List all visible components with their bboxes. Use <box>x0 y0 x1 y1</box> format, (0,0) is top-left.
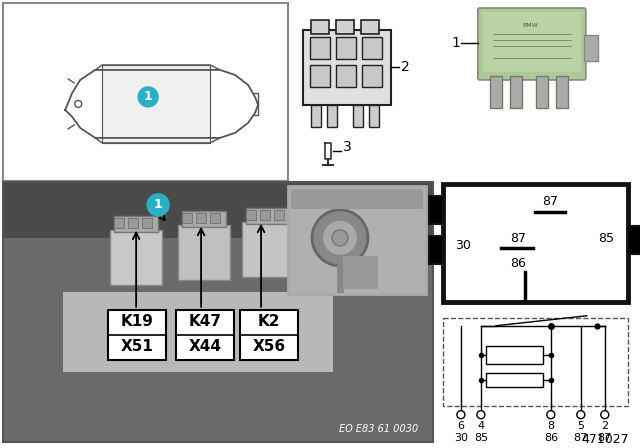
Text: 30: 30 <box>454 433 468 443</box>
Polygon shape <box>65 70 258 138</box>
Text: 87: 87 <box>573 433 588 443</box>
Text: 85: 85 <box>474 433 488 443</box>
Bar <box>510 76 522 108</box>
Text: 86: 86 <box>544 433 558 443</box>
Bar <box>486 373 543 387</box>
Polygon shape <box>102 65 210 143</box>
Bar <box>260 210 270 220</box>
Circle shape <box>75 100 82 108</box>
Bar <box>246 210 256 220</box>
Bar <box>3 3 288 181</box>
Bar <box>128 218 138 228</box>
Text: 1: 1 <box>144 90 152 103</box>
Bar <box>443 318 628 406</box>
Bar <box>274 210 284 220</box>
Bar <box>114 218 124 228</box>
Text: 2: 2 <box>601 421 609 431</box>
Bar <box>429 236 443 264</box>
Bar <box>108 310 166 360</box>
Bar <box>310 37 330 59</box>
Bar <box>178 225 230 280</box>
Bar <box>556 76 568 108</box>
Bar <box>240 310 298 360</box>
Bar <box>336 37 356 59</box>
Text: X44: X44 <box>189 339 221 354</box>
Bar <box>362 65 382 87</box>
Text: 86: 86 <box>510 257 526 270</box>
Bar <box>210 213 220 223</box>
Bar <box>361 20 379 34</box>
Text: 1: 1 <box>154 198 163 211</box>
Bar <box>429 196 443 224</box>
Text: 3: 3 <box>343 140 352 154</box>
Text: 87: 87 <box>510 233 526 246</box>
Text: 5: 5 <box>577 421 584 431</box>
Bar <box>114 216 158 232</box>
Bar <box>628 226 640 254</box>
Bar <box>483 12 581 72</box>
Circle shape <box>138 87 158 107</box>
Text: BMW: BMW <box>522 23 538 29</box>
Circle shape <box>547 411 555 419</box>
Bar <box>353 105 363 127</box>
Bar <box>336 65 356 87</box>
Bar <box>369 105 379 127</box>
Text: 85: 85 <box>598 233 614 246</box>
Text: 87: 87 <box>542 195 558 208</box>
Text: 6: 6 <box>458 421 465 431</box>
Text: K2: K2 <box>258 314 280 329</box>
Bar <box>182 211 226 227</box>
Circle shape <box>147 194 169 216</box>
Bar <box>196 213 206 223</box>
Bar <box>311 20 329 34</box>
Text: 4: 4 <box>477 421 484 431</box>
Text: 2: 2 <box>401 60 410 74</box>
Bar <box>142 218 152 228</box>
Text: 30: 30 <box>455 239 471 252</box>
Circle shape <box>332 230 348 246</box>
FancyBboxPatch shape <box>478 8 586 80</box>
Text: X51: X51 <box>121 339 154 354</box>
Bar <box>362 37 382 59</box>
Bar <box>443 184 628 302</box>
Bar <box>490 76 502 108</box>
Bar <box>311 105 321 127</box>
Bar <box>63 292 333 372</box>
Circle shape <box>312 210 368 266</box>
Bar <box>584 35 598 61</box>
Bar <box>343 256 378 289</box>
Circle shape <box>601 411 609 419</box>
Text: X56: X56 <box>252 339 285 354</box>
Bar <box>242 222 294 277</box>
Bar <box>303 30 391 105</box>
Circle shape <box>477 411 485 419</box>
Circle shape <box>322 220 358 256</box>
Text: 1: 1 <box>451 36 460 50</box>
Bar <box>4 183 432 238</box>
Text: EO E83 61 0030: EO E83 61 0030 <box>339 424 418 434</box>
Bar <box>291 189 423 209</box>
Text: 471027: 471027 <box>581 433 628 446</box>
Bar <box>536 76 548 108</box>
Circle shape <box>577 411 585 419</box>
Bar <box>3 182 433 442</box>
Bar <box>336 20 354 34</box>
Bar <box>327 105 337 127</box>
Bar <box>310 65 330 87</box>
Bar <box>246 208 290 224</box>
Text: 87: 87 <box>598 433 612 443</box>
Circle shape <box>457 411 465 419</box>
Bar <box>182 213 192 223</box>
Bar <box>176 310 234 360</box>
Bar <box>486 346 543 364</box>
Text: K47: K47 <box>189 314 221 329</box>
Text: K19: K19 <box>121 314 154 329</box>
Text: 8: 8 <box>547 421 554 431</box>
Bar <box>288 186 426 294</box>
Bar <box>110 230 162 285</box>
